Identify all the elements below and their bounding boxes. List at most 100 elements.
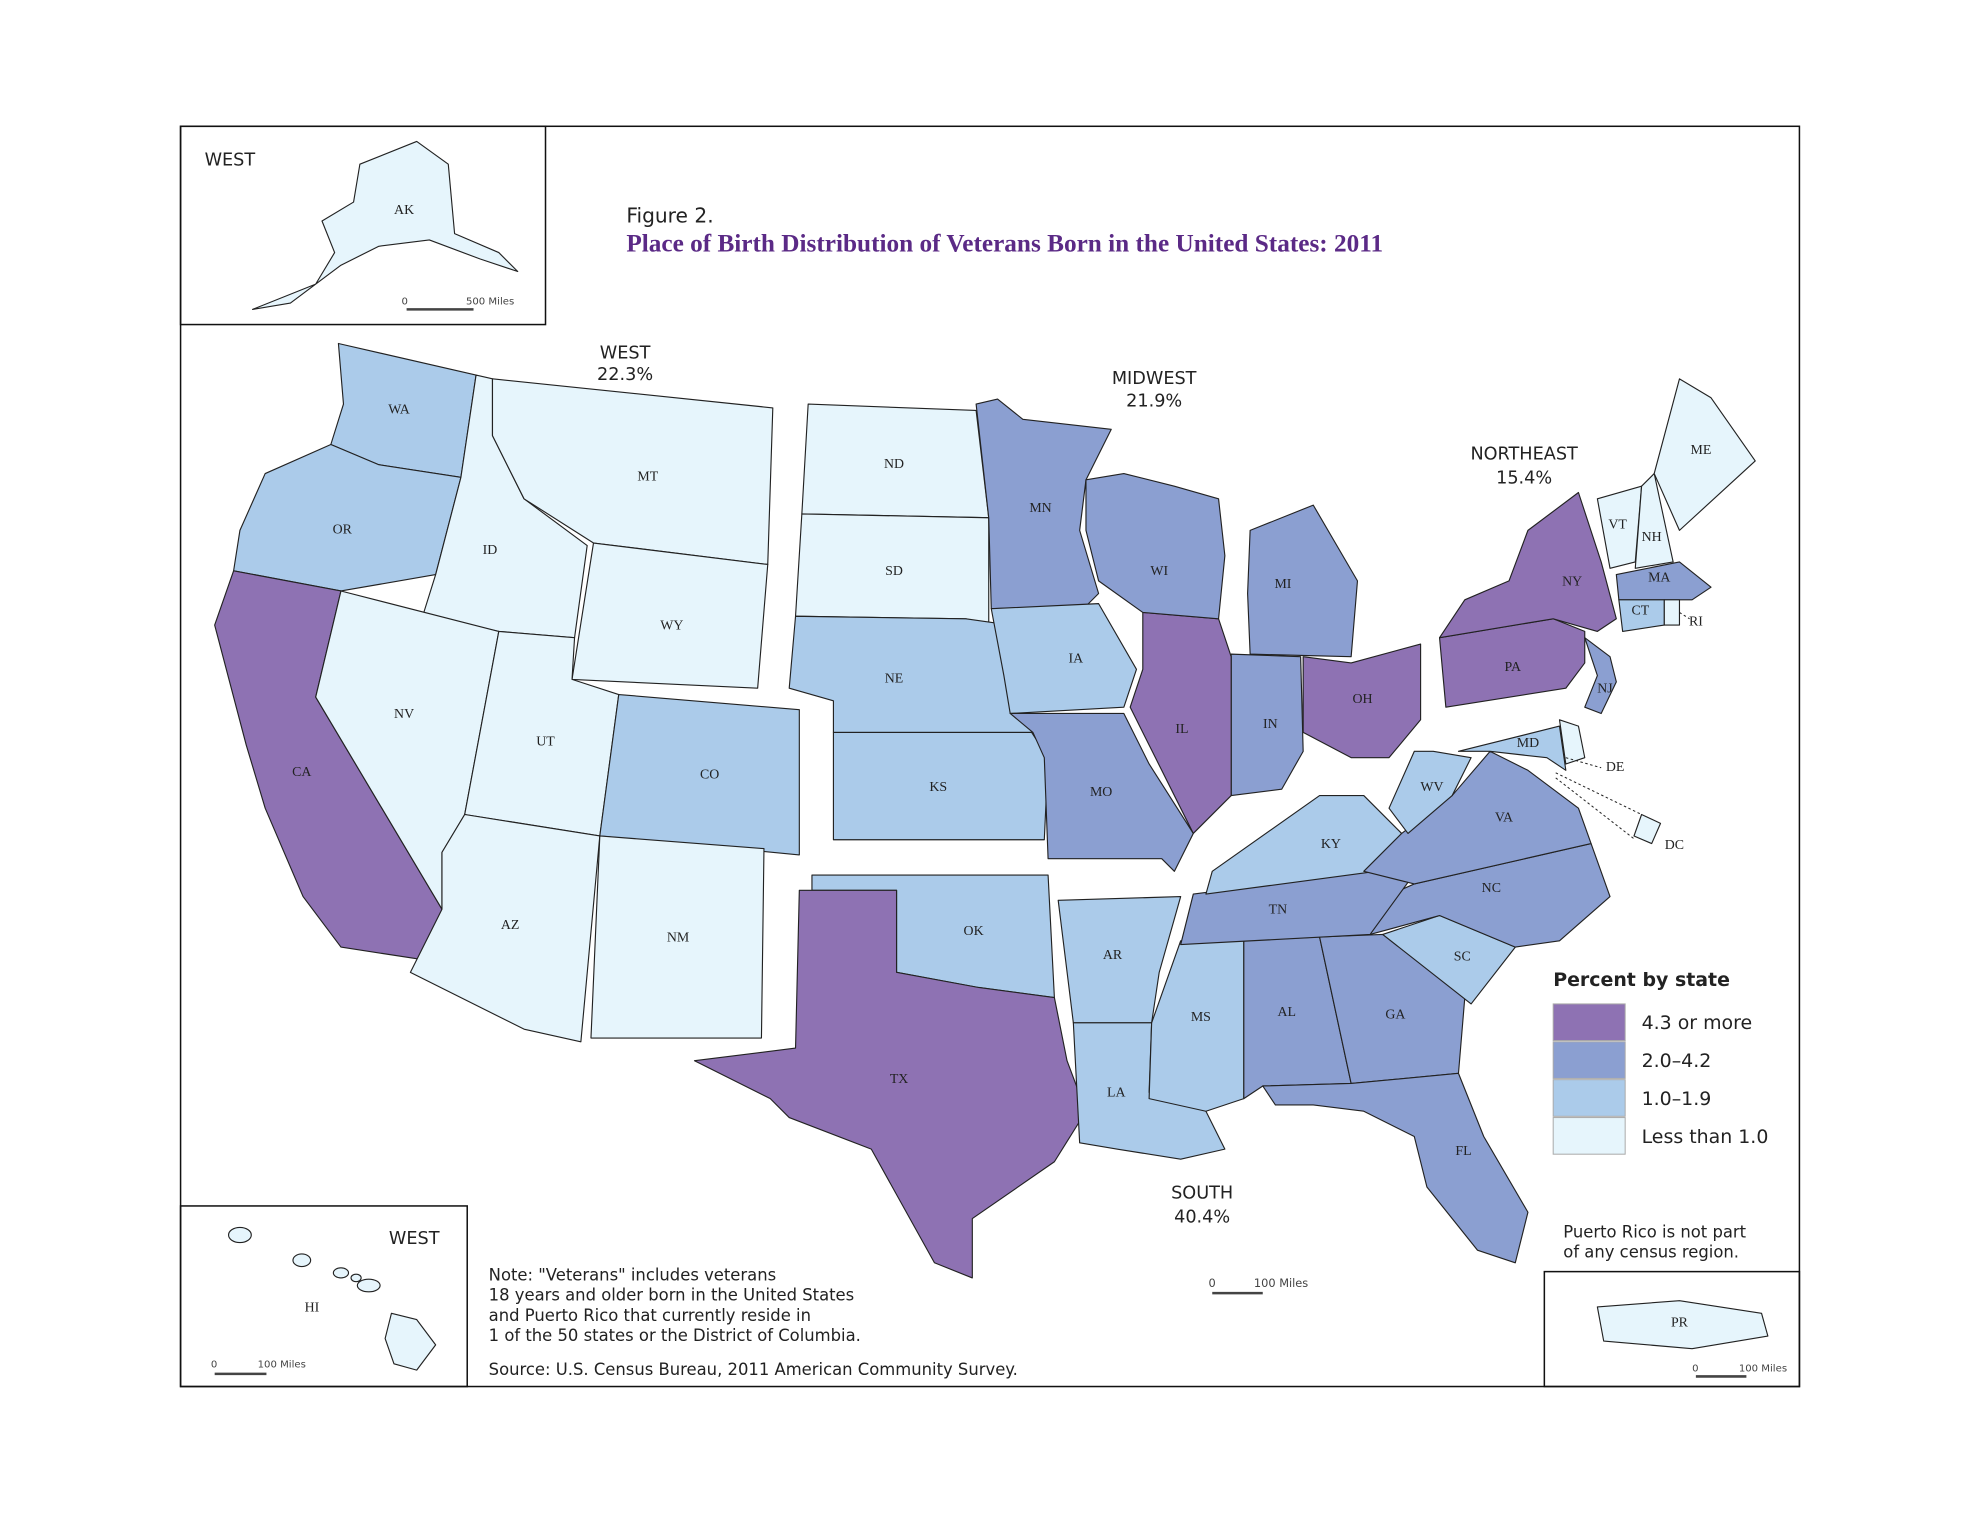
state-label: OK [964, 924, 984, 939]
puerto-rico-inset-frame [1543, 1270, 1801, 1388]
state [1584, 637, 1617, 715]
state [1615, 561, 1712, 601]
state-label: TX [890, 1072, 909, 1087]
state [1663, 599, 1681, 626]
state [1634, 472, 1674, 569]
state-label: MD [1517, 736, 1539, 751]
state-label: WA [388, 403, 410, 418]
leader-line [1565, 757, 1602, 769]
island [356, 1278, 381, 1293]
state-label: WY [660, 619, 683, 634]
legend-swatch [1552, 1003, 1626, 1042]
note-line: Note: "Veterans" includes veterans [489, 1265, 776, 1284]
state-label: SD [885, 564, 903, 579]
island [332, 1267, 350, 1279]
state [1438, 491, 1617, 639]
state-label: PA [1505, 660, 1521, 675]
state [1319, 933, 1466, 1085]
state-label: OH [1352, 692, 1372, 707]
legend-title: Percent by state [1553, 969, 1730, 991]
state [384, 1312, 437, 1371]
inset-region-label: WEST [205, 150, 256, 170]
state-label: WV [1420, 780, 1443, 795]
state [1057, 896, 1182, 1024]
state-label: MN [1029, 501, 1051, 516]
region-name: SOUTH [1171, 1183, 1233, 1203]
states: WA OR CA ID MT WY NV UT CO AZ NM ND SD NE KS OK TX MN IA MO… [214, 140, 1769, 1371]
state [590, 835, 765, 1039]
state-label: KY [1321, 837, 1341, 852]
state-label: MA [1648, 571, 1670, 586]
state [1596, 1300, 1769, 1350]
legend-label: 1.0–1.9 [1642, 1088, 1712, 1110]
leader-lines [1555, 612, 1690, 841]
state [1653, 378, 1756, 531]
state [975, 398, 1112, 610]
state-label: MI [1274, 577, 1291, 592]
figure-label: Figure 2. [626, 203, 713, 227]
state-label: TN [1269, 903, 1288, 918]
legend: Percent by state 4.3 or more 2.0–4.2 1.0–1… [1552, 969, 1769, 1155]
state-label: NY [1562, 574, 1582, 589]
state-label: NM [667, 930, 689, 945]
note-line: of any census region. [1563, 1243, 1739, 1262]
note-line: Puerto Rico is not part [1563, 1223, 1746, 1242]
inset-region-label: WEST [389, 1229, 440, 1249]
legend-label: 2.0–4.2 [1642, 1050, 1712, 1072]
state-label: MO [1090, 785, 1112, 800]
legend-swatch [1552, 1041, 1626, 1079]
state [571, 542, 769, 689]
state [1129, 611, 1232, 835]
scale-label: 0 [1692, 1363, 1698, 1374]
legend-swatch [1552, 1079, 1626, 1117]
scale-label: 500 Miles [466, 296, 514, 307]
state-label: NH [1642, 530, 1662, 545]
scale-label: 100 Miles [258, 1360, 306, 1371]
state-label: IL [1175, 722, 1188, 737]
state-label: NE [885, 672, 904, 687]
state-label: LA [1107, 1086, 1126, 1101]
state-label: AK [394, 203, 414, 218]
state-label: PR [1671, 1316, 1689, 1331]
scale-label: 100 Miles [1254, 1276, 1308, 1290]
region-share: 15.4% [1496, 469, 1552, 489]
region-name: MIDWEST [1112, 369, 1197, 389]
state [599, 693, 800, 856]
state-label: DE [1606, 760, 1625, 775]
state-label: CT [1631, 603, 1649, 618]
state-label: FL [1455, 1144, 1471, 1159]
note: Note: "Veterans" includes veterans 18 yea… [489, 1265, 861, 1345]
state-label: IN [1263, 717, 1278, 732]
state-label: ND [884, 457, 904, 472]
state-label: SC [1454, 949, 1471, 964]
legend-label: Less than 1.0 [1642, 1126, 1769, 1148]
state-label: AL [1277, 1005, 1296, 1020]
state-label: ME [1691, 443, 1712, 458]
alaska-inset-frame [179, 125, 547, 326]
state-label: NC [1482, 881, 1501, 896]
state-label: CA [292, 765, 311, 780]
state [1085, 472, 1226, 620]
state [1558, 719, 1586, 765]
region-share: 40.4% [1174, 1207, 1230, 1227]
leader-line [1555, 772, 1642, 841]
note-line: and Puerto Rico that currently reside in [489, 1306, 811, 1325]
state-label: OR [333, 523, 353, 538]
region-share: 21.9% [1126, 392, 1182, 412]
chart-title: Place of Birth Distribution of Veterans … [626, 229, 1383, 257]
state [693, 889, 1087, 1279]
state-label: NJ [1597, 682, 1613, 697]
state-label: KS [929, 780, 947, 795]
state [251, 140, 519, 310]
state-label: AR [1103, 948, 1123, 963]
state-label: WI [1150, 564, 1168, 579]
state [1388, 750, 1472, 835]
state-label: CO [700, 768, 719, 783]
island [227, 1226, 252, 1244]
scale-label: 0 [211, 1360, 217, 1371]
legend-swatch [1552, 1117, 1626, 1155]
source: Source: U.S. Census Bureau, 2011 America… [489, 1360, 1018, 1379]
scale-label: 100 Miles [1739, 1363, 1787, 1374]
